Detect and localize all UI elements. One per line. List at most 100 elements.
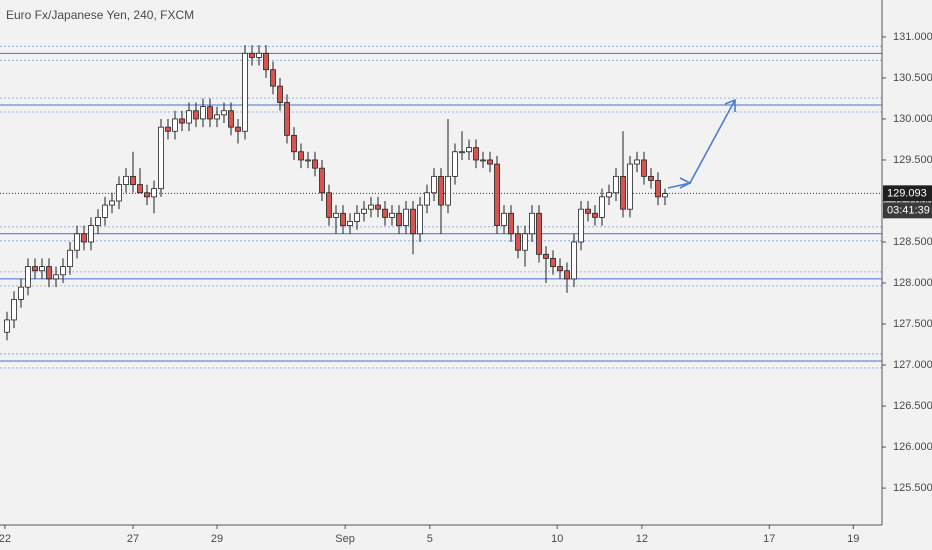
price-label: 129.093 [887,187,927,199]
price-box [883,185,932,202]
arrow-head [724,98,736,112]
candle-body [655,180,661,198]
y-tick-label: 129.500 [893,154,932,166]
x-tick-label: 22 [0,533,11,545]
candle-body [431,175,437,194]
candle-body [137,184,143,194]
candle-body [207,106,213,120]
y-tick-label: 130.500 [893,72,932,84]
candle-body [95,216,101,226]
candle-body [347,221,353,226]
y-tick-label: 130.000 [893,113,932,125]
x-tick-label: 29 [211,533,223,545]
candle-body [508,212,514,235]
candle-body [620,175,626,210]
candle-body [284,102,290,136]
candle-body [424,192,430,206]
x-tick-label: 5 [427,533,433,545]
candle-body [641,159,647,177]
candle-body [249,52,255,58]
candle-body [11,299,17,321]
candle-body [81,233,87,243]
candle-body [179,118,185,124]
candle-body [564,270,570,280]
candle-body [403,208,409,226]
chart-title: Euro Fx/Japanese Yen, 240, FXCM [6,8,194,22]
candle-body [53,274,59,280]
candle-body [109,200,115,206]
y-tick-label: 125.500 [893,482,932,494]
candle-body [480,159,486,162]
candle-body [270,69,276,87]
arrow-head [679,177,692,189]
candle-body [256,52,262,58]
candle-body [32,266,38,272]
candle-body [186,110,192,124]
candle-body [522,233,528,251]
candle-body [473,147,479,161]
x-tick-label: 27 [127,533,139,545]
candle-body [67,249,73,268]
candle-body [459,151,465,154]
x-tick-label: Sep [335,533,355,545]
candle-body [361,208,367,214]
candle-body [606,192,612,198]
candle-body [116,184,122,202]
candle-body [242,52,248,132]
candle-body [410,208,416,235]
candle-body [305,159,311,162]
candle-body [277,85,283,103]
candle-body [627,163,633,210]
candle-body [319,167,325,194]
candle-body [298,151,304,161]
candle-body [235,126,241,132]
candle-body [172,118,178,132]
candle-body [550,257,556,268]
candle-body [438,175,444,206]
candle-body [151,188,157,198]
y-tick-label: 128.500 [893,236,932,248]
candle-body [263,52,269,71]
candle-body [445,175,451,206]
candle-body [662,193,668,198]
candle-body [599,196,605,218]
candle-body [487,159,493,165]
candle-body [536,212,542,255]
candle-body [214,114,220,120]
candle-body [39,266,45,272]
candle-body [396,212,402,226]
candle-body [158,126,164,190]
candle-body [46,266,52,280]
candle-body [88,225,94,243]
candle-body [25,266,31,288]
candle-body [529,212,535,235]
candle-body [375,204,381,210]
candle-body [144,192,150,198]
candle-body [130,175,136,185]
y-tick-label: 126.500 [893,400,932,412]
candle-body [123,175,129,185]
candle-body [543,253,549,259]
candle-body [74,233,80,251]
candle-body [326,192,332,218]
y-tick-label: 127.000 [893,359,932,371]
candle-body [557,266,563,272]
candle-body [165,126,171,132]
candle-body [466,147,472,153]
candle-body [340,212,346,226]
candle-body [613,175,619,194]
candle-body [193,110,199,120]
candle-body [515,233,521,251]
candle-body [60,266,66,276]
candle-body [648,175,654,181]
candle-body [382,208,388,218]
candle-body [494,163,500,226]
candle-body [417,204,423,235]
countdown: 03:41:39 [887,204,930,216]
candle-body [200,106,206,120]
candle-body [221,110,227,116]
x-tick-label: 12 [636,533,648,545]
candle-body [585,208,591,214]
candle-body [501,212,507,226]
